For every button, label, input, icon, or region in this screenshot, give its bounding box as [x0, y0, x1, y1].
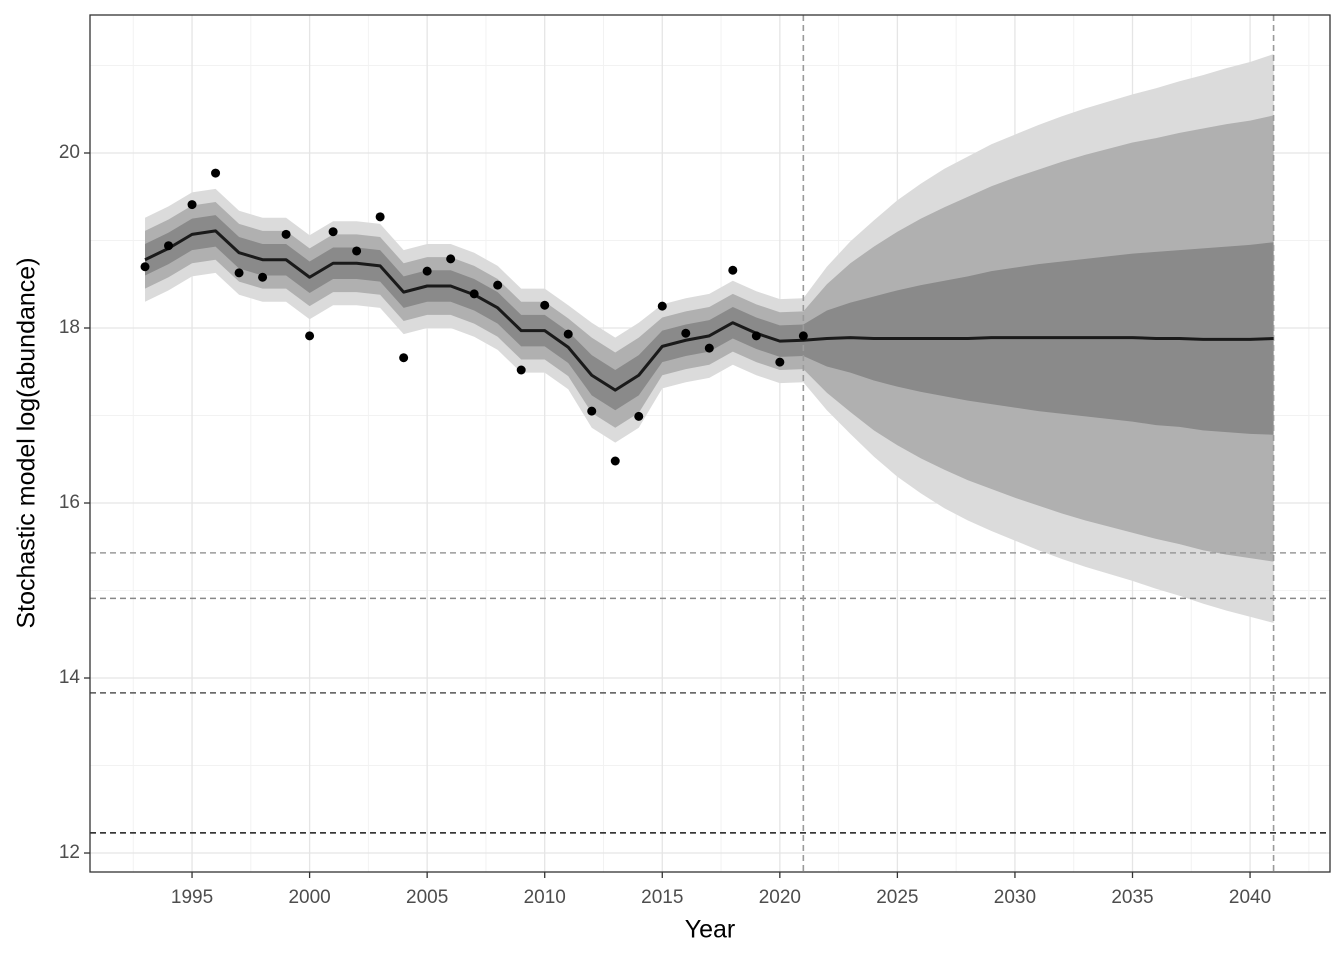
observation-point: [775, 357, 785, 367]
observation-point: [140, 262, 150, 272]
observation-point: [704, 343, 714, 353]
observation-point: [305, 331, 315, 341]
observation-point: [751, 331, 761, 341]
observation-point: [563, 329, 573, 339]
median-line: [144, 229, 1274, 392]
y-tick-label: 14: [59, 667, 81, 688]
y-tick-label: 16: [59, 492, 80, 513]
y-tick-label: 18: [59, 317, 80, 338]
observation-point: [375, 212, 385, 222]
observation-point: [516, 365, 526, 375]
observation-point: [681, 328, 691, 338]
x-tick-label: 1995: [171, 887, 213, 908]
x-tick-label: 2015: [641, 887, 683, 908]
observation-point: [422, 266, 432, 276]
y-tick-label: 20: [59, 142, 80, 163]
x-axis-title: Year: [685, 916, 736, 944]
observation-point: [469, 289, 479, 299]
observation-point: [540, 300, 550, 310]
observation-point: [328, 227, 338, 237]
observation-point: [728, 265, 738, 275]
observation-point: [164, 241, 174, 251]
observation-point: [610, 456, 620, 466]
observation-point: [634, 411, 644, 421]
x-tick-label: 2030: [994, 887, 1036, 908]
observation-point: [493, 280, 503, 290]
x-tick-label: 2020: [759, 887, 801, 908]
x-tick-label: 2000: [288, 887, 330, 908]
x-tick-label: 2040: [1229, 887, 1271, 908]
observation-point: [281, 229, 291, 239]
observation-point: [234, 268, 244, 278]
observation-point: [211, 168, 221, 178]
observation-point: [352, 246, 362, 256]
x-tick-label: 2010: [524, 887, 566, 908]
y-axis-title: Stochastic model log(abundance): [13, 257, 41, 628]
observation-point: [399, 353, 409, 363]
panel-border: [89, 14, 1331, 873]
observation-point: [798, 331, 808, 341]
observation-point: [587, 406, 597, 416]
observation-point: [187, 200, 197, 210]
interval-band: [145, 215, 1274, 435]
x-tick-label: 2025: [876, 887, 918, 908]
observation-point: [657, 301, 667, 311]
x-tick-label: 2035: [1111, 887, 1153, 908]
x-tick-label: 2005: [406, 887, 448, 908]
observation-point: [446, 254, 456, 264]
observation-point: [258, 272, 268, 282]
y-tick-label: 12: [59, 842, 80, 863]
